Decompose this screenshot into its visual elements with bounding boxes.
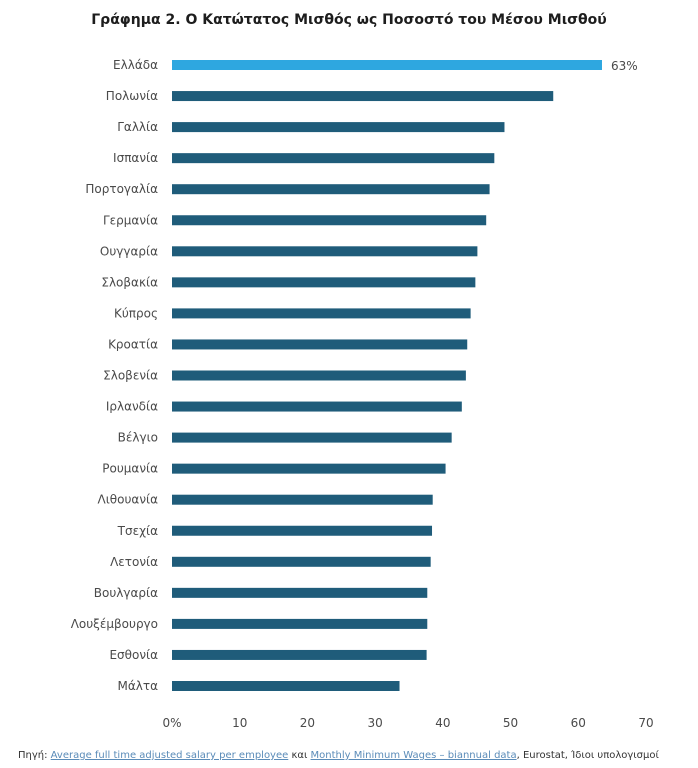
category-label: Ιρλανδία xyxy=(106,400,158,414)
x-tick-label: 50 xyxy=(503,716,518,730)
x-tick-label: 10 xyxy=(232,716,247,730)
bar xyxy=(172,308,471,319)
bar xyxy=(172,525,433,536)
category-label: Κροατία xyxy=(108,337,158,351)
bar xyxy=(172,60,602,70)
bar xyxy=(172,277,476,288)
x-tick-label: 70 xyxy=(638,716,653,730)
bar xyxy=(172,122,505,133)
bar xyxy=(172,153,495,164)
category-label: Ρουμανία xyxy=(102,462,158,476)
category-label: Σλοβενία xyxy=(103,369,158,383)
category-label: Ισπανία xyxy=(113,151,158,165)
bar xyxy=(172,494,433,505)
category-label: Κύπρος xyxy=(114,306,158,320)
x-tick-label: 20 xyxy=(300,716,315,730)
bar xyxy=(172,370,466,381)
chart-title: Γράφημα 2. Ο Κατώτατος Μισθός ως Ποσοστό… xyxy=(91,12,607,28)
source-note: Πηγή: Average full time adjusted salary … xyxy=(18,750,698,761)
source-link-salary[interactable]: Average full time adjusted salary per em… xyxy=(50,750,289,761)
source-link-minimum-wages[interactable]: Monthly Minimum Wages – biannual data xyxy=(310,750,517,761)
bar xyxy=(172,91,554,102)
bar xyxy=(172,339,468,350)
category-label: Λετονία xyxy=(110,555,158,569)
category-label: Λουξέμβουργο xyxy=(71,617,158,631)
category-label: Εσθονία xyxy=(109,648,158,662)
category-label: Βουλγαρία xyxy=(94,586,158,600)
category-label: Σλοβακία xyxy=(101,275,158,289)
bar xyxy=(172,587,428,598)
category-label: Βέλγιο xyxy=(118,431,158,445)
bar xyxy=(172,463,446,474)
category-label: Μάλτα xyxy=(118,679,159,693)
bar xyxy=(172,649,427,660)
bar xyxy=(172,215,487,226)
category-label: Ελλάδα xyxy=(113,58,158,72)
source-prefix: Πηγή: xyxy=(18,750,51,761)
x-tick-label: 30 xyxy=(368,716,383,730)
bar xyxy=(172,618,428,629)
category-label: Ουγγαρία xyxy=(100,244,158,258)
source-suffix: , Eurostat, Ίδιοι υπολογισμοί xyxy=(516,750,659,761)
category-label: Πορτογαλία xyxy=(85,182,158,196)
bar xyxy=(172,556,431,567)
category-label: Τσεχία xyxy=(117,524,158,538)
bar xyxy=(172,246,478,257)
category-label: Γερμανία xyxy=(103,213,158,227)
category-label: Λιθουανία xyxy=(98,493,159,507)
bar-chart: Ελλάδα Πολωνία Γαλλία Ισπανία Πορτογαλία Γερμ… xyxy=(71,58,654,730)
bar xyxy=(172,401,462,412)
source-conjunction: και xyxy=(288,750,311,761)
x-tick-label: 60 xyxy=(571,716,586,730)
bar xyxy=(172,681,400,691)
category-label: Πολωνία xyxy=(106,89,158,103)
x-tick-label: 40 xyxy=(435,716,450,730)
bar xyxy=(172,184,490,195)
bar xyxy=(172,432,452,443)
x-tick-label: 0% xyxy=(162,716,181,730)
data-label: 63% xyxy=(611,59,638,73)
category-label: Γαλλία xyxy=(117,120,158,134)
